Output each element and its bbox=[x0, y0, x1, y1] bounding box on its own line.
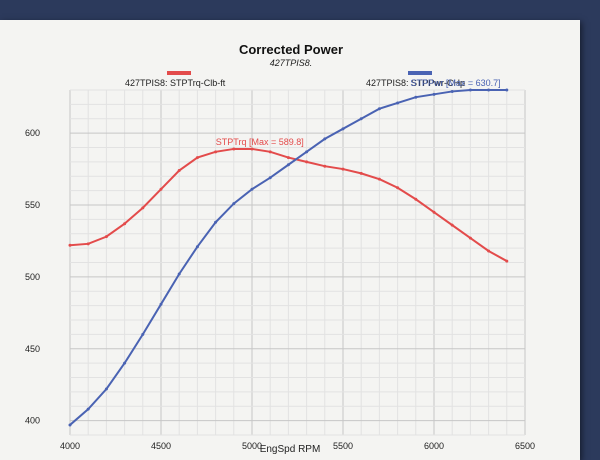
data-point bbox=[195, 156, 199, 160]
y-tick-label: 550 bbox=[25, 200, 40, 210]
corrected-power-chart: Corrected Power 427TPIS8. 427TPIS8: STPT… bbox=[25, 42, 535, 455]
data-point bbox=[432, 92, 436, 96]
annotation-power-max: STPPwr [Max = 630.7] bbox=[410, 78, 500, 88]
series-lines bbox=[68, 88, 509, 427]
y-tick-label: 400 bbox=[25, 416, 40, 426]
data-point bbox=[268, 150, 272, 154]
data-point bbox=[341, 127, 345, 131]
data-point bbox=[286, 163, 290, 167]
data-point bbox=[141, 332, 145, 336]
data-point bbox=[86, 242, 90, 246]
data-point bbox=[377, 107, 381, 111]
data-point bbox=[305, 150, 309, 154]
annotation-torque-max: STPTrq [Max = 589.8] bbox=[216, 137, 304, 147]
axis-ticks: 4000 4500 5000 5500 6000 6500 400 450 500 550 600 bbox=[25, 128, 535, 451]
chart-title: Corrected Power bbox=[239, 42, 343, 57]
data-point bbox=[159, 302, 163, 306]
data-point bbox=[214, 220, 218, 224]
y-tick-label: 600 bbox=[25, 128, 40, 138]
data-point bbox=[487, 249, 491, 253]
data-point bbox=[159, 187, 163, 191]
data-point bbox=[323, 137, 327, 141]
data-point bbox=[468, 236, 472, 240]
data-point bbox=[359, 117, 363, 121]
data-point bbox=[141, 206, 145, 210]
series-annotations: STPTrq [Max = 589.8] STPPwr [Max = 630.7] bbox=[216, 78, 501, 147]
data-point bbox=[450, 223, 454, 227]
x-tick-label: 4000 bbox=[60, 441, 80, 451]
data-point bbox=[487, 88, 491, 92]
data-point bbox=[414, 197, 418, 201]
data-point bbox=[396, 186, 400, 190]
y-tick-label: 500 bbox=[25, 272, 40, 282]
data-point bbox=[450, 89, 454, 93]
data-point bbox=[104, 235, 108, 239]
data-point bbox=[268, 176, 272, 180]
x-tick-label: 4500 bbox=[151, 441, 171, 451]
data-point bbox=[195, 245, 199, 249]
data-point bbox=[123, 361, 127, 365]
data-point bbox=[68, 423, 72, 427]
data-point bbox=[505, 88, 509, 92]
data-point bbox=[123, 222, 127, 226]
chart-sheet: Corrected Power 427TPIS8. 427TPIS8: STPT… bbox=[0, 20, 580, 460]
data-point bbox=[414, 95, 418, 99]
legend-swatch-torque bbox=[167, 71, 191, 75]
chart-subtitle: 427TPIS8. bbox=[270, 58, 313, 68]
data-point bbox=[468, 88, 472, 92]
legend-label-power: 427TPIS8: STPPwr-CHp bbox=[366, 78, 465, 88]
legend-swatch-power bbox=[408, 71, 432, 75]
data-point bbox=[68, 243, 72, 247]
legend: 427TPIS8: STPTrq-Clb-ft 427TPIS8: STPPwr… bbox=[125, 71, 465, 88]
data-point bbox=[232, 147, 236, 151]
data-point bbox=[359, 171, 363, 175]
x-tick-label: 6500 bbox=[515, 441, 535, 451]
data-point bbox=[86, 407, 90, 411]
data-point bbox=[341, 167, 345, 171]
data-point bbox=[250, 187, 254, 191]
x-tick-label: 6000 bbox=[424, 441, 444, 451]
data-point bbox=[177, 272, 181, 276]
data-point bbox=[323, 164, 327, 168]
data-point bbox=[232, 202, 236, 206]
data-point bbox=[505, 259, 509, 263]
data-point bbox=[377, 177, 381, 181]
data-point bbox=[286, 156, 290, 160]
data-point bbox=[177, 169, 181, 172]
data-point bbox=[305, 160, 309, 164]
x-tick-label: 5500 bbox=[333, 441, 353, 451]
data-point bbox=[104, 387, 108, 391]
data-point bbox=[250, 147, 254, 151]
data-point bbox=[396, 101, 400, 105]
data-point bbox=[214, 150, 218, 154]
grid bbox=[69, 89, 526, 436]
y-tick-label: 450 bbox=[25, 344, 40, 354]
x-tick-label: 5000 bbox=[242, 441, 262, 451]
legend-label-torque: 427TPIS8: STPTrq-Clb-ft bbox=[125, 78, 226, 88]
data-point bbox=[432, 210, 436, 214]
